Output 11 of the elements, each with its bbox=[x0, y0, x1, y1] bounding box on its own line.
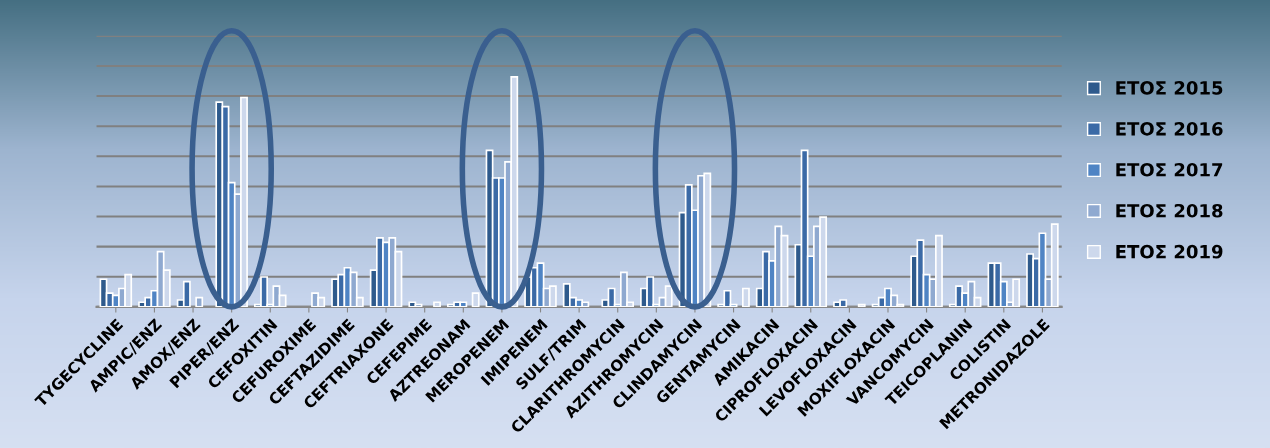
bar bbox=[857, 303, 866, 307]
bar bbox=[741, 287, 750, 307]
legend-label: ΕΤΟΣ 2015 bbox=[1116, 81, 1223, 95]
legend-label: ΕΤΟΣ 2019 bbox=[1116, 244, 1223, 259]
bar bbox=[195, 296, 204, 307]
legend-label: ΕΤΟΣ 2018 bbox=[1116, 203, 1223, 218]
bar bbox=[138, 301, 147, 307]
legend-label: ΕΤΟΣ 2016 bbox=[1116, 121, 1223, 136]
legend-label: ΕΤΟΣ 2017 bbox=[1116, 162, 1223, 177]
bar bbox=[471, 292, 480, 307]
bar bbox=[433, 301, 441, 307]
